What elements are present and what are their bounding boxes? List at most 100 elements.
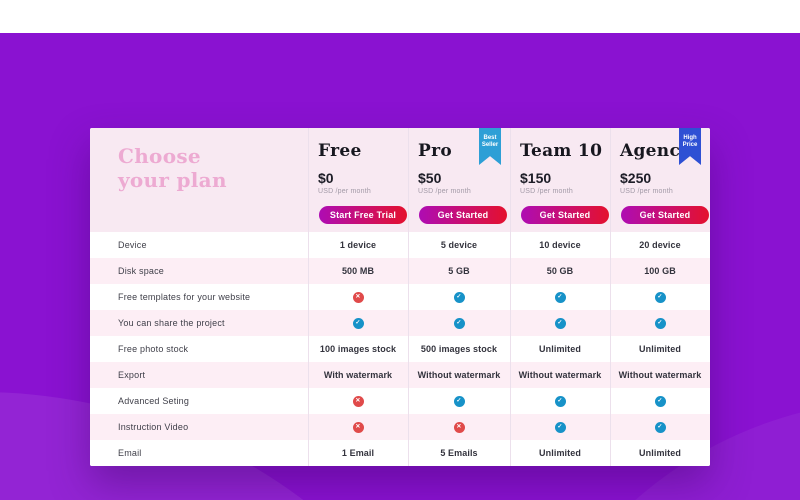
feature-label: Free templates for your website xyxy=(118,292,251,302)
table-row: Advanced Seting ✕ ✓ ✓ ✓ xyxy=(90,388,710,414)
plan-header: Free $0 USD /per month Start Free Trial xyxy=(308,128,408,232)
check-icon: ✓ xyxy=(352,317,364,329)
check-icon: ✓ xyxy=(453,395,465,407)
table-row: Instruction Video ✕ ✕ ✓ ✓ xyxy=(90,414,710,440)
check-icon: ✓ xyxy=(554,421,566,433)
feature-value-cell: ✓ xyxy=(510,421,610,433)
get-started-button[interactable]: Get Started xyxy=(419,206,507,224)
table-row: Free templates for your website ✕ ✓ ✓ ✓ xyxy=(90,284,710,310)
feature-value-cell: ✓ xyxy=(510,317,610,329)
card-title-line2: your plan xyxy=(118,168,227,192)
feature-label: Free photo stock xyxy=(118,344,189,354)
card-title-line1: Choose xyxy=(118,144,201,168)
feature-label: Instruction Video xyxy=(118,422,189,432)
feature-value: 5 Emails xyxy=(440,448,478,458)
check-icon: ✓ xyxy=(654,395,666,407)
plan-period: USD /per month xyxy=(620,188,673,195)
feature-label: Disk space xyxy=(118,266,165,276)
check-icon: ✓ xyxy=(453,317,465,329)
feature-value: With watermark xyxy=(323,370,393,380)
plan-name: Free xyxy=(318,141,362,161)
feature-rows: Device 1 device 5 device 10 device 20 devic… xyxy=(90,232,710,466)
feature-value: 1 device xyxy=(339,240,377,250)
plan-header: Best Seller Pro $50 USD /per month Get S… xyxy=(408,128,510,232)
feature-value-cell: ✓ xyxy=(510,291,610,303)
feature-label: Email xyxy=(118,448,142,458)
feature-value-cell: ✕ xyxy=(308,421,408,433)
get-started-button[interactable]: Get Started xyxy=(521,206,609,224)
feature-value: 50 GB xyxy=(546,266,574,276)
table-row: Email 1 Email 5 Emails Unlimited Unlimited xyxy=(90,440,710,466)
plan-period: USD /per month xyxy=(520,188,573,195)
feature-value: 100 images stock xyxy=(319,344,397,354)
feature-label: You can share the project xyxy=(118,318,225,328)
plan-price: $0 xyxy=(318,170,334,186)
feature-value: 100 GB xyxy=(644,266,676,276)
card-title-cell: Choose your plan xyxy=(90,128,308,232)
pricing-card: Choose your plan Free $0 USD /per month … xyxy=(90,128,710,466)
feature-value: Unlimited xyxy=(639,448,681,458)
feature-value: 5 GB xyxy=(448,266,470,276)
feature-value-cell: ✓ xyxy=(408,291,510,303)
feature-value-cell: ✓ xyxy=(610,395,710,407)
column-divider xyxy=(510,128,511,466)
feature-value-cell: ✕ xyxy=(308,395,408,407)
plan-ribbon: High Price xyxy=(679,128,701,165)
plan-price: $50 xyxy=(418,170,442,186)
check-icon: ✓ xyxy=(554,395,566,407)
table-row: Free photo stock 100 images stock 500 ima… xyxy=(90,336,710,362)
card-title: Choose your plan xyxy=(118,144,308,192)
feature-value-cell: ✕ xyxy=(408,421,510,433)
top-white-bar xyxy=(0,0,800,33)
table-row: Disk space 500 MB 5 GB 50 GB 100 GB xyxy=(90,258,710,284)
feature-value-cell: ✕ xyxy=(308,291,408,303)
feature-value: Unlimited xyxy=(539,344,581,354)
feature-value-cell: ✓ xyxy=(510,395,610,407)
check-icon: ✓ xyxy=(554,291,566,303)
feature-label: Device xyxy=(118,240,147,250)
feature-value: Without watermark xyxy=(417,370,501,380)
cross-icon: ✕ xyxy=(352,291,364,303)
check-icon: ✓ xyxy=(654,421,666,433)
table-row: You can share the project ✓ ✓ ✓ ✓ xyxy=(90,310,710,336)
get-started-button[interactable]: Get Started xyxy=(621,206,709,224)
cross-icon: ✕ xyxy=(352,395,364,407)
plan-period: USD /per month xyxy=(318,188,371,195)
feature-label: Advanced Seting xyxy=(118,396,190,406)
feature-value: 500 MB xyxy=(341,266,375,276)
feature-value: Unlimited xyxy=(639,344,681,354)
feature-value-cell: ✓ xyxy=(408,395,510,407)
feature-value: 500 images stock xyxy=(420,344,498,354)
plan-name: Agency xyxy=(620,141,691,161)
feature-value: 5 device xyxy=(440,240,478,250)
check-icon: ✓ xyxy=(554,317,566,329)
feature-value-cell: ✓ xyxy=(308,317,408,329)
column-divider xyxy=(308,128,309,466)
feature-label: Export xyxy=(118,370,146,380)
cross-icon: ✕ xyxy=(453,421,465,433)
plan-header: High Price Agency $250 USD /per month Ge… xyxy=(610,128,710,232)
start-free-trial-button[interactable]: Start Free Trial xyxy=(319,206,407,224)
plan-price: $250 xyxy=(620,170,652,186)
feature-value: 20 device xyxy=(639,240,681,250)
plan-price: $150 xyxy=(520,170,552,186)
feature-value-cell: ✓ xyxy=(610,421,710,433)
table-row: Export With watermark Without watermark Wi… xyxy=(90,362,710,388)
column-divider xyxy=(610,128,611,466)
feature-value-cell: ✓ xyxy=(610,317,710,329)
plan-header: Team 10 $150 USD /per month Get Started xyxy=(510,128,610,232)
check-icon: ✓ xyxy=(654,317,666,329)
feature-value: Without watermark xyxy=(518,370,602,380)
feature-value-cell: ✓ xyxy=(408,317,510,329)
feature-value: 1 Email xyxy=(341,448,375,458)
plan-headers: Choose your plan Free $0 USD /per month … xyxy=(90,128,710,232)
feature-value: Unlimited xyxy=(539,448,581,458)
table-row: Device 1 device 5 device 10 device 20 devic… xyxy=(90,232,710,258)
check-icon: ✓ xyxy=(654,291,666,303)
plan-name: Pro xyxy=(418,141,452,161)
feature-value-cell: ✓ xyxy=(610,291,710,303)
column-divider xyxy=(408,128,409,466)
feature-value: 10 device xyxy=(539,240,581,250)
cross-icon: ✕ xyxy=(352,421,364,433)
